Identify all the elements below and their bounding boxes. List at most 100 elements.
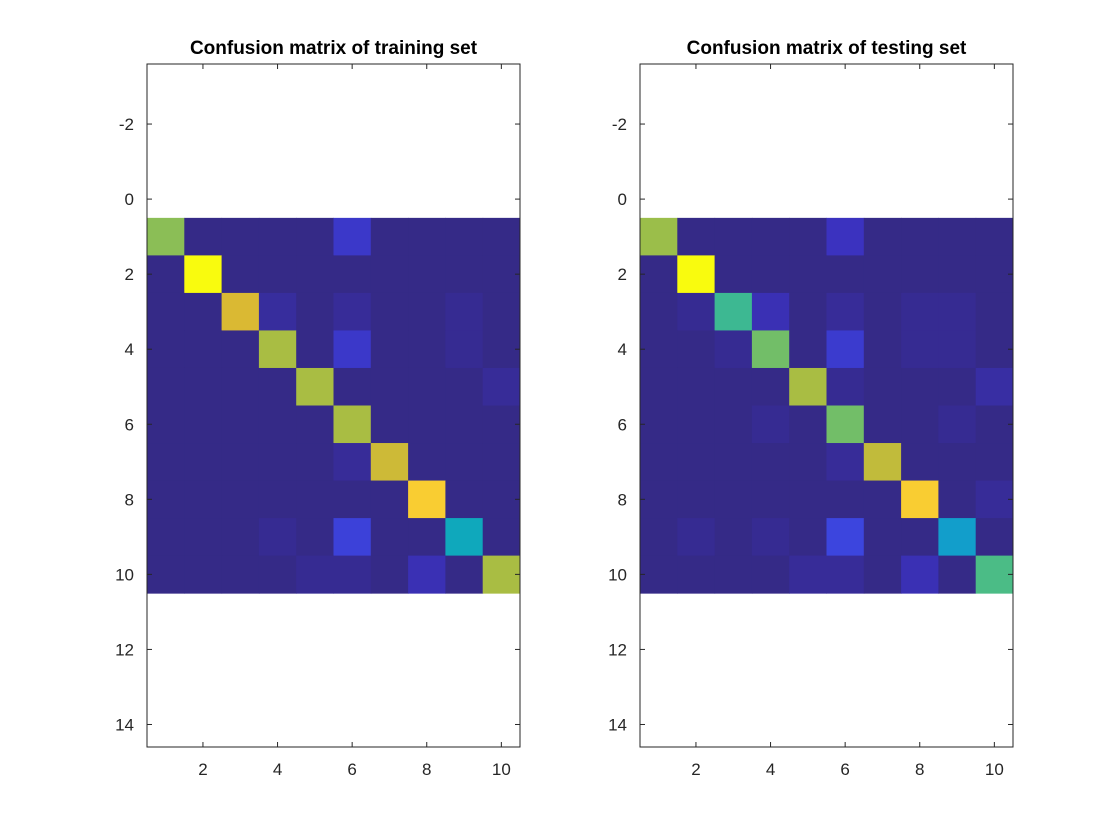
training-y-tick-label: 4 <box>125 340 134 359</box>
training-cell-r3-c8 <box>408 292 446 331</box>
testing-cell-r4-c4 <box>751 330 790 369</box>
testing-cell-r3-c9 <box>938 292 977 331</box>
testing-cell-r1-c10 <box>975 217 1014 256</box>
training-cell-r6-c6 <box>333 405 372 444</box>
training-y-tick-label: 6 <box>125 415 134 434</box>
testing-axis-ticks: 2 4 6 8 10 -2 0 2 4 6 8 10 12 14 <box>608 64 1013 779</box>
testing-cell-r2-c4 <box>751 255 790 294</box>
training-cell-r6-c1 <box>147 405 185 444</box>
testing-chart-title: Confusion matrix of testing set <box>687 38 967 59</box>
testing-y-tick-label: 8 <box>618 490 627 509</box>
testing-cell-r5-c7 <box>863 367 902 406</box>
training-cell-r9-c2 <box>184 518 223 557</box>
testing-cell-r3-c10 <box>975 292 1014 331</box>
testing-y-tick-label: 6 <box>618 415 627 434</box>
testing-cell-r1-c3 <box>714 217 753 256</box>
training-cell-r9-c3 <box>221 518 260 557</box>
testing-cell-r1-c6 <box>826 217 865 256</box>
training-cell-r1-c2 <box>184 217 223 256</box>
training-y-tick-label: 2 <box>125 265 134 284</box>
training-cell-r1-c3 <box>221 217 260 256</box>
testing-cell-r1-c5 <box>789 217 827 256</box>
testing-cell-r4-c10 <box>975 330 1014 369</box>
training-cell-r9-c6 <box>333 518 372 557</box>
training-axes-box <box>146 63 521 748</box>
training-cell-r7-c7 <box>370 443 409 482</box>
testing-cell-r6-c2 <box>677 405 716 444</box>
training-cell-r7-c4 <box>258 443 297 482</box>
testing-cell-r3-c5 <box>789 292 827 331</box>
testing-cell-r7-c10 <box>975 443 1014 482</box>
training-cell-r3-c10 <box>482 292 521 331</box>
training-confusion-matrix-panel: Confusion matrix of training set 2 4 6 8 10 -… <box>115 38 521 779</box>
testing-cell-r4-c5 <box>789 330 827 369</box>
testing-cell-r8-c9 <box>938 480 977 519</box>
testing-cell-r9-c6 <box>826 518 865 557</box>
testing-x-tick-label: 6 <box>840 760 849 779</box>
testing-axes-box <box>639 63 1014 748</box>
training-cell-r2-c6 <box>333 255 372 294</box>
training-cell-r3-c3 <box>221 292 260 331</box>
training-cell-r5-c9 <box>445 367 484 406</box>
testing-cell-r6-c6 <box>826 405 865 444</box>
testing-cell-r2-c2 <box>677 255 716 294</box>
training-cell-r3-c4 <box>258 292 297 331</box>
training-cell-r5-c7 <box>370 367 409 406</box>
testing-cell-r5-c6 <box>826 367 865 406</box>
testing-cell-r10-c5 <box>789 555 827 594</box>
training-cell-r9-c5 <box>296 518 334 557</box>
testing-cell-r4-c3 <box>714 330 753 369</box>
testing-cell-r10-c1 <box>640 555 678 594</box>
training-cell-r4-c7 <box>370 330 409 369</box>
training-cell-r9-c8 <box>408 518 446 557</box>
testing-cell-r1-c9 <box>938 217 977 256</box>
testing-x-tick-label: 8 <box>915 760 924 779</box>
testing-cell-r8-c5 <box>789 480 827 519</box>
training-cell-r8-c8 <box>408 480 446 519</box>
training-cell-r6-c10 <box>482 405 521 444</box>
training-x-tick-label: 4 <box>273 760 282 779</box>
testing-cell-r3-c7 <box>863 292 902 331</box>
training-cell-r3-c9 <box>445 292 484 331</box>
testing-cell-r4-c8 <box>901 330 939 369</box>
testing-cell-r3-c1 <box>640 292 678 331</box>
training-cell-r2-c2 <box>184 255 223 294</box>
training-y-tick-label: -2 <box>119 115 134 134</box>
testing-cell-r1-c4 <box>751 217 790 256</box>
training-cell-r1-c7 <box>370 217 409 256</box>
testing-cell-r6-c3 <box>714 405 753 444</box>
training-cell-r6-c5 <box>296 405 334 444</box>
training-cell-r4-c8 <box>408 330 446 369</box>
training-cell-r4-c1 <box>147 330 185 369</box>
training-x-tick-label: 2 <box>198 760 207 779</box>
training-cell-r8-c6 <box>333 480 372 519</box>
testing-cell-r6-c10 <box>975 405 1014 444</box>
testing-cell-r8-c6 <box>826 480 865 519</box>
training-cell-r5-c5 <box>296 367 334 406</box>
training-cell-r5-c4 <box>258 367 297 406</box>
training-cell-r7-c8 <box>408 443 446 482</box>
training-cell-r1-c6 <box>333 217 372 256</box>
training-cell-r5-c6 <box>333 367 372 406</box>
testing-y-tick-label: 2 <box>618 265 627 284</box>
testing-y-tick-label: 14 <box>608 715 627 734</box>
testing-cell-r9-c8 <box>901 518 939 557</box>
training-cell-r8-c9 <box>445 480 484 519</box>
training-cell-r8-c10 <box>482 480 521 519</box>
training-cell-r2-c3 <box>221 255 260 294</box>
testing-cell-r7-c7 <box>863 443 902 482</box>
testing-cell-r9-c7 <box>863 518 902 557</box>
testing-cell-r7-c5 <box>789 443 827 482</box>
training-cell-r9-c10 <box>482 518 521 557</box>
training-cell-r1-c1 <box>147 217 185 256</box>
testing-cell-r6-c4 <box>751 405 790 444</box>
training-cell-r6-c7 <box>370 405 409 444</box>
training-cell-r1-c8 <box>408 217 446 256</box>
testing-y-tick-label: 12 <box>608 640 627 659</box>
testing-cell-r9-c3 <box>714 518 753 557</box>
testing-cell-r7-c4 <box>751 443 790 482</box>
testing-cell-r10-c6 <box>826 555 865 594</box>
training-cell-r2-c5 <box>296 255 334 294</box>
testing-cell-r3-c3 <box>714 292 753 331</box>
training-cell-r7-c10 <box>482 443 521 482</box>
